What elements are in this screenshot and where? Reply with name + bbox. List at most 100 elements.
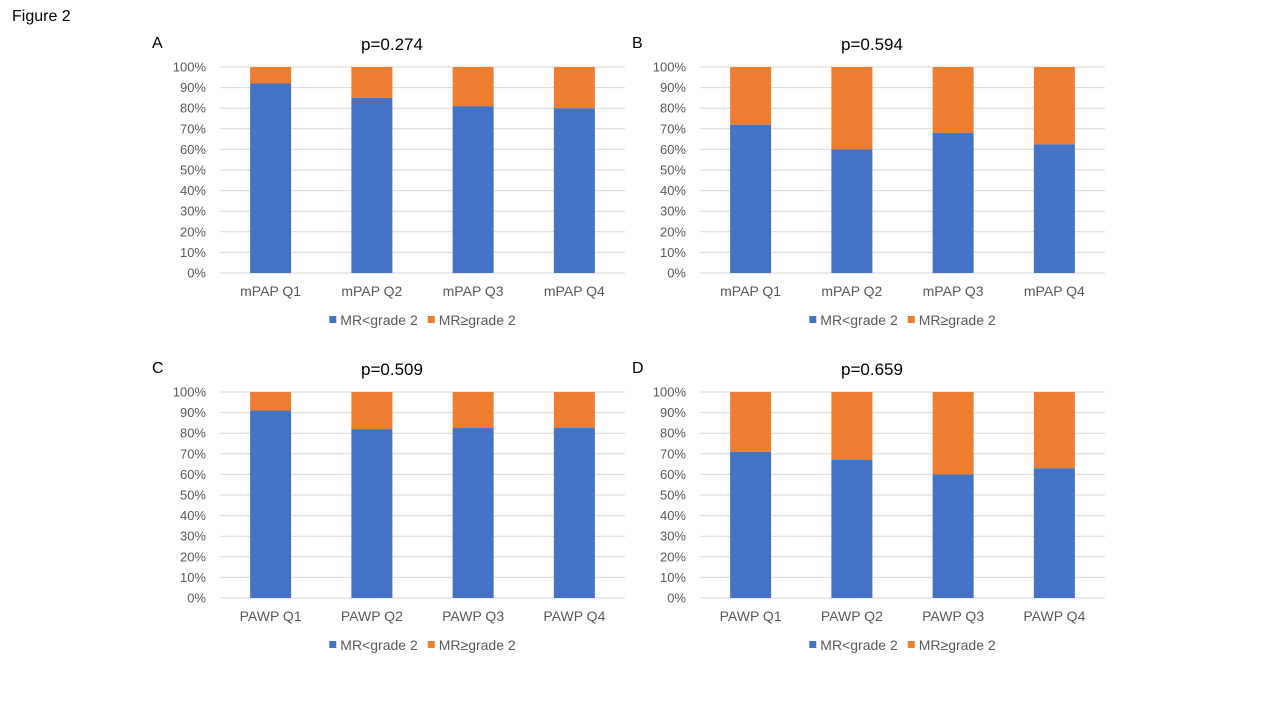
chart-plot: 0% 10% 20% 30% 40% 50% 60% 70% 80% 90% 100% PAWP Q1… xyxy=(173,385,625,653)
x-category-label: mPAP Q4 xyxy=(544,283,605,299)
legend-swatch xyxy=(809,316,817,323)
x-category-label: PAWP Q2 xyxy=(821,608,883,624)
x-category-label: mPAP Q4 xyxy=(1024,283,1085,299)
y-tick-label: 20% xyxy=(180,549,206,564)
x-category-label: mPAP Q2 xyxy=(821,283,882,299)
chart-panel-c: C p=0.509 0% 10% 20% 30% 40% 50% 60% 70% 80% 90% 1… xyxy=(152,360,632,670)
legend: MR<grade 2 MR≥grade 2 xyxy=(809,637,996,653)
y-tick-label: 10% xyxy=(660,570,686,585)
y-tick-label: 70% xyxy=(180,121,206,136)
y-tick-label: 90% xyxy=(660,80,686,95)
y-tick-label: 10% xyxy=(180,570,206,585)
bar-segment-mr-lt-grade2 xyxy=(1033,144,1075,273)
y-tick-label: 50% xyxy=(180,163,206,178)
chart-panel-b: B p=0.594 0% 10% 20% 30% 40% 50% 60% 70% 80% 90% 1… xyxy=(632,35,1112,345)
bar-segment-mr-lt-grade2 xyxy=(452,428,494,598)
bar-segment-mr-lt-grade2 xyxy=(932,132,974,273)
bar-segment-mr-ge-grade2 xyxy=(250,67,292,84)
bar-segment-mr-ge-grade2 xyxy=(1033,392,1075,469)
chart-title: p=0.659 xyxy=(841,360,903,379)
legend: MR<grade 2 MR≥grade 2 xyxy=(329,637,516,653)
legend-label: MR≥grade 2 xyxy=(439,312,516,328)
bar-segment-mr-lt-grade2 xyxy=(730,451,772,598)
legend: MR<grade 2 MR≥grade 2 xyxy=(809,312,996,328)
legend-label: MR<grade 2 xyxy=(820,312,898,328)
y-tick-label: 60% xyxy=(660,467,686,482)
y-tick-label: 100% xyxy=(653,60,687,75)
bar-segment-mr-ge-grade2 xyxy=(452,392,494,429)
bar-segment-mr-lt-grade2 xyxy=(1033,468,1075,598)
x-category-label: PAWP Q4 xyxy=(1023,608,1085,624)
x-category-label: mPAP Q1 xyxy=(720,283,781,299)
x-category-label: PAWP Q3 xyxy=(442,608,504,624)
legend-label: MR≥grade 2 xyxy=(919,312,996,328)
bar-segment-mr-lt-grade2 xyxy=(351,429,393,598)
chart-plot: 0% 10% 20% 30% 40% 50% 60% 70% 80% 90% 100% mPAP Q1… xyxy=(653,60,1105,328)
bar-segment-mr-ge-grade2 xyxy=(250,392,292,411)
bar-segment-mr-ge-grade2 xyxy=(351,392,393,430)
y-tick-label: 20% xyxy=(660,224,686,239)
y-tick-label: 30% xyxy=(660,204,686,219)
legend-label: MR<grade 2 xyxy=(820,637,898,653)
chart-title: p=0.594 xyxy=(841,35,903,54)
legend: MR<grade 2 MR≥grade 2 xyxy=(329,312,516,328)
y-tick-label: 40% xyxy=(180,508,206,523)
chart-title: p=0.509 xyxy=(361,360,423,379)
y-tick-label: 100% xyxy=(653,385,687,400)
x-category-label: PAWP Q1 xyxy=(240,608,302,624)
panel-letter: B xyxy=(632,35,643,52)
y-tick-label: 50% xyxy=(660,488,686,503)
figure-title: Figure 2 xyxy=(12,8,71,25)
x-category-label: mPAP Q3 xyxy=(923,283,984,299)
bar-segment-mr-lt-grade2 xyxy=(730,124,772,274)
legend-label: MR<grade 2 xyxy=(340,637,418,653)
x-category-label: PAWP Q2 xyxy=(341,608,403,624)
y-tick-label: 70% xyxy=(660,446,686,461)
legend-label: MR<grade 2 xyxy=(340,312,418,328)
bar-segment-mr-ge-grade2 xyxy=(553,67,595,109)
chart-panel-a: A p=0.274 0% 10% 20% 30% 40% 50% 60% 70% 80% 90% 1… xyxy=(152,35,632,345)
y-tick-label: 0% xyxy=(667,591,686,606)
bar-segment-mr-lt-grade2 xyxy=(351,97,393,274)
y-tick-label: 50% xyxy=(180,488,206,503)
legend-swatch xyxy=(427,316,435,323)
y-tick-label: 90% xyxy=(660,405,686,420)
x-category-label: PAWP Q3 xyxy=(922,608,984,624)
y-tick-label: 0% xyxy=(187,591,206,606)
y-tick-label: 60% xyxy=(180,467,206,482)
bar-segment-mr-lt-grade2 xyxy=(250,410,292,598)
bar-segment-mr-ge-grade2 xyxy=(452,67,494,107)
y-tick-label: 20% xyxy=(660,549,686,564)
chart-plot: 0% 10% 20% 30% 40% 50% 60% 70% 80% 90% 100% PAWP Q1… xyxy=(653,385,1105,653)
y-tick-label: 0% xyxy=(187,266,206,281)
panel-letter: A xyxy=(152,35,163,52)
y-tick-label: 40% xyxy=(180,183,206,198)
legend-swatch xyxy=(329,316,337,323)
x-category-label: mPAP Q2 xyxy=(341,283,402,299)
bar-segment-mr-lt-grade2 xyxy=(553,428,595,598)
y-tick-label: 40% xyxy=(660,508,686,523)
chart-plot: 0% 10% 20% 30% 40% 50% 60% 70% 80% 90% 100% mPAP Q1… xyxy=(173,60,625,328)
y-tick-label: 30% xyxy=(180,204,206,219)
y-tick-label: 80% xyxy=(180,426,206,441)
y-tick-label: 30% xyxy=(660,529,686,544)
bar-segment-mr-ge-grade2 xyxy=(932,392,974,475)
y-tick-label: 30% xyxy=(180,529,206,544)
legend-swatch xyxy=(329,641,337,648)
bar-segment-mr-lt-grade2 xyxy=(452,106,494,273)
x-category-label: PAWP Q1 xyxy=(720,608,782,624)
legend-swatch xyxy=(907,316,915,323)
y-tick-label: 90% xyxy=(180,80,206,95)
bar-segment-mr-lt-grade2 xyxy=(831,149,873,273)
y-tick-label: 40% xyxy=(660,183,686,198)
y-tick-label: 90% xyxy=(180,405,206,420)
legend-label: MR≥grade 2 xyxy=(439,637,516,653)
bar-segment-mr-ge-grade2 xyxy=(351,67,393,98)
bar-segment-mr-lt-grade2 xyxy=(932,474,974,598)
y-tick-label: 80% xyxy=(180,101,206,116)
bar-segment-mr-ge-grade2 xyxy=(932,67,974,133)
y-tick-label: 20% xyxy=(180,224,206,239)
x-category-label: mPAP Q1 xyxy=(240,283,301,299)
legend-swatch xyxy=(907,641,915,648)
bar-segment-mr-lt-grade2 xyxy=(250,83,292,273)
